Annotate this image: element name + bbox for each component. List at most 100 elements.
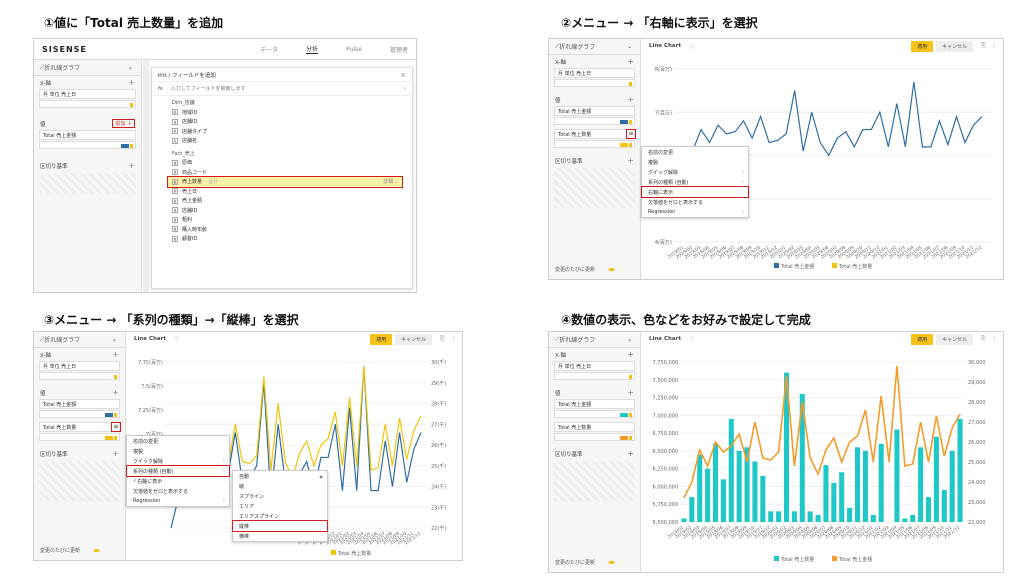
bar [705,468,711,522]
check-icon: ✓ [133,478,138,484]
export-icon[interactable]: ⎘ [981,335,986,342]
menu-item[interactable]: 横棒 [239,533,250,540]
menu-item[interactable]: クイック解除 › [133,458,225,465]
widget-type-header[interactable]: ⟋ 折れ線グラフ ⌄ [34,60,141,76]
menu-item[interactable]: スプライン [239,493,265,500]
bar [847,507,853,522]
panel-step-1: SISENSE データ 分析 Pulse 管理者 ⟋ 折れ線グラフ ⌄ X-軸 + … [33,38,417,293]
more-icon[interactable]: ⋮ [450,336,457,342]
detail-link[interactable]: 詳細... [383,179,398,186]
field-item-sales-qty[interactable]: # 売上数量 合計 詳細... [167,176,403,188]
bar [823,465,829,522]
series-context-menu: 名前の変更複製クイック解除 › 系列の種類 (自動) › ✓ 右軸に表示欠落値をゼロと表… [126,435,230,507]
menu-item[interactable]: 線 [239,483,245,490]
menu-item[interactable]: 右軸に表示 [641,186,749,198]
bar [949,450,955,522]
menu-item[interactable]: 欠落値をゼロと表示する [133,488,189,495]
legend-swatch [832,263,837,268]
chevron-down-icon: ⌄ [626,336,632,343]
function-icon[interactable]: fx [158,85,163,92]
top-nav: SISENSE データ 分析 Pulse 管理者 [34,39,416,60]
step-1-title: ①値に「Total 売上数量」を追加 [44,16,224,30]
export-icon[interactable]: ⎘ [981,42,986,49]
menu-item[interactable]: 欠落値をゼロと表示する [648,199,704,206]
step-2-title: ②メニュー → 「右軸に表示」を選択 [561,16,758,30]
apply-button[interactable]: 適用 [911,40,934,52]
field-item[interactable]: # 店舗ID [172,118,198,126]
menu-item[interactable]: 系列の種類 (自動) › [126,465,230,477]
chart-title: Line Chart [649,43,681,49]
nav-analytics[interactable]: 分析 [306,46,319,54]
menu-item[interactable]: 名前の変更 [133,438,159,445]
field-item[interactable]: # 購入時年齢 [172,226,208,233]
y-right-tick: 27,000 [968,420,986,426]
menu-item[interactable]: 複製 [133,448,144,455]
more-icon[interactable]: ⋮ [991,43,998,49]
y-left-tick: 7,000,000 [653,413,678,419]
bar [791,511,797,522]
add-break-icon[interactable]: + [128,161,135,170]
menu-item[interactable]: Regression › [648,209,744,215]
more-icon[interactable]: ⋮ [991,336,998,342]
legend-label: Total 売上数量 [337,550,371,557]
menu-item[interactable]: エリア [239,503,255,510]
series-menu-icon[interactable]: ≡ [626,129,636,139]
close-icon[interactable]: × [400,70,406,79]
field-item[interactable]: # 原価 [172,159,193,167]
bar [894,429,900,522]
bar [760,475,766,522]
widget-sidebar: ⟋ 折れ線グラフ ⌄ X-軸 + 月 単位 売上日 値 + Total 売上金額 To… [34,332,126,560]
nav-pulse[interactable]: Pulse [346,45,362,53]
y-right-tick: 29,000 [968,380,986,386]
x-axis-item[interactable]: 月 単位 売上日 [39,89,136,99]
cancel-button[interactable]: キャンセル [936,40,974,52]
line-chart-2: 8(百万)7(百万)6(百万)5(百万)4(百万)2019/012019/022… [655,67,992,270]
search-icon: ⌕ [403,85,406,92]
bar [736,450,742,522]
nav-admin[interactable]: 管理者 [389,46,408,54]
bar [831,482,837,522]
chevron-down-icon: ⌄ [626,43,632,50]
add-value-button[interactable]: 追加 ＋ [112,119,135,128]
bar [815,514,821,522]
field-item[interactable]: A 店舗名 [172,137,198,145]
menu-item[interactable]: 縦棒 [232,520,328,532]
menu-item[interactable]: 自動 ● [239,473,323,480]
field-item[interactable]: # 商品コード [172,169,208,176]
menu-item[interactable]: エリアスプライン [239,513,280,520]
line-chart-icon: ⟋ [40,63,45,71]
bar [870,514,876,522]
field-search-input[interactable] [170,85,371,92]
field-item[interactable]: # 売上金額 [172,197,203,205]
menu-item[interactable]: 複製 [648,159,659,166]
chevron-right-icon: › [223,468,225,474]
bar [776,511,782,522]
legend-label: Total 売上数量 [780,556,814,563]
bar [933,436,939,522]
field-item[interactable]: # 地域ID [172,109,198,116]
line-chart-icon: ⟋ [40,335,45,343]
field-item[interactable]: # 顧客ID [172,235,198,243]
nav-data[interactable]: データ [260,46,279,54]
legend-label: Total 売上数量 [838,263,872,270]
bar [744,447,750,522]
add-x-icon[interactable]: + [128,78,135,87]
menu-item[interactable]: 系列の種類 (自動) › [648,179,744,186]
field-item[interactable]: # 粗利 [172,216,193,224]
value-item-amount[interactable]: Total 売上金額 [39,130,136,140]
series-menu-icon[interactable]: ≡ [111,422,121,432]
field-item[interactable]: A 店舗タイプ [172,128,208,135]
field-item[interactable]: # 売上日 [172,188,198,195]
menu-item[interactable]: クイック解除 › [648,169,744,176]
y-right-tick: 28,000 [968,400,986,406]
menu-item[interactable]: Regression › [133,498,225,504]
menu-item[interactable]: 名前の変更 [648,149,674,156]
legend-label: Total 売上金額 [780,263,814,270]
export-icon[interactable]: ⎘ [440,335,445,342]
bar [681,518,687,522]
field-item[interactable]: # 店舗ID [172,207,198,214]
menu-item[interactable]: ✓ 右軸に表示 [133,478,163,485]
dialog-title: tttt / フィールドを追加 [158,72,216,79]
y-left-tick: 7,250,000 [653,396,678,402]
y-right-tick: 29(千) [431,380,446,387]
